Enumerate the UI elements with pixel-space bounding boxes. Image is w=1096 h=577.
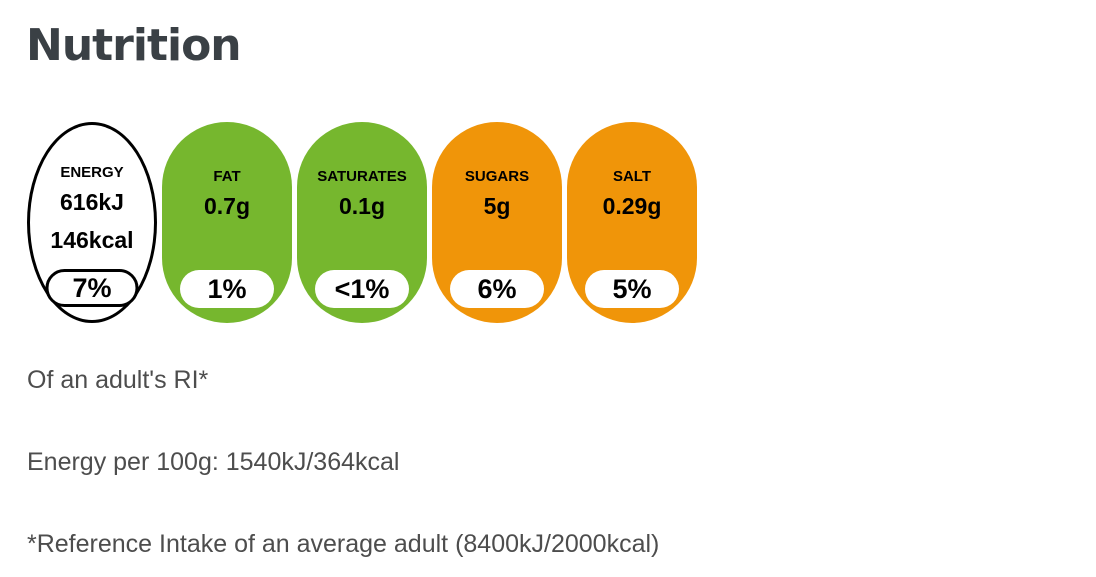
ri-footnote: Of an adult's RI*: [27, 366, 209, 394]
ri-percent-pill: 7%: [45, 269, 139, 307]
nutrient-tile-energy: ENERGY 616kJ 146kcal 7%: [27, 122, 157, 323]
nutrient-value: 0.7g: [203, 193, 251, 219]
energy-per-100g-footnote: Energy per 100g: 1540kJ/364kcal: [27, 448, 400, 476]
nutrient-value-kj: 616kJ: [60, 189, 124, 215]
ri-percent-pill: 6%: [450, 270, 544, 308]
nutrient-label: FAT: [213, 168, 241, 185]
nutrient-value: 0.29g: [602, 193, 662, 219]
nutrient-label: SATURATES: [317, 168, 407, 185]
nutrient-tile-sugars: SUGARS 5g 6%: [432, 122, 562, 323]
nutrient-value: 5g: [483, 193, 511, 219]
nutrient-label: SALT: [612, 168, 652, 185]
nutrient-tile-saturates: SATURATES 0.1g <1%: [297, 122, 427, 323]
nutrient-label: ENERGY: [60, 164, 124, 181]
ri-percent-pill: 1%: [180, 270, 274, 308]
ri-percent-pill: 5%: [585, 270, 679, 308]
nutrient-tile-fat: FAT 0.7g 1%: [162, 122, 292, 323]
reference-intake-footnote: *Reference Intake of an average adult (8…: [27, 530, 660, 558]
page-title: Nutrition: [26, 20, 242, 71]
ri-percent-pill: <1%: [315, 270, 409, 308]
nutrient-value-kcal: 146kcal: [50, 227, 134, 253]
nutrient-value: 0.1g: [338, 193, 386, 219]
nutrient-tile-salt: SALT 0.29g 5%: [567, 122, 697, 323]
nutrient-label: SUGARS: [464, 168, 530, 185]
nutrient-tiles-row: ENERGY 616kJ 146kcal 7% FAT 0.7g 1% SATU…: [27, 122, 697, 323]
